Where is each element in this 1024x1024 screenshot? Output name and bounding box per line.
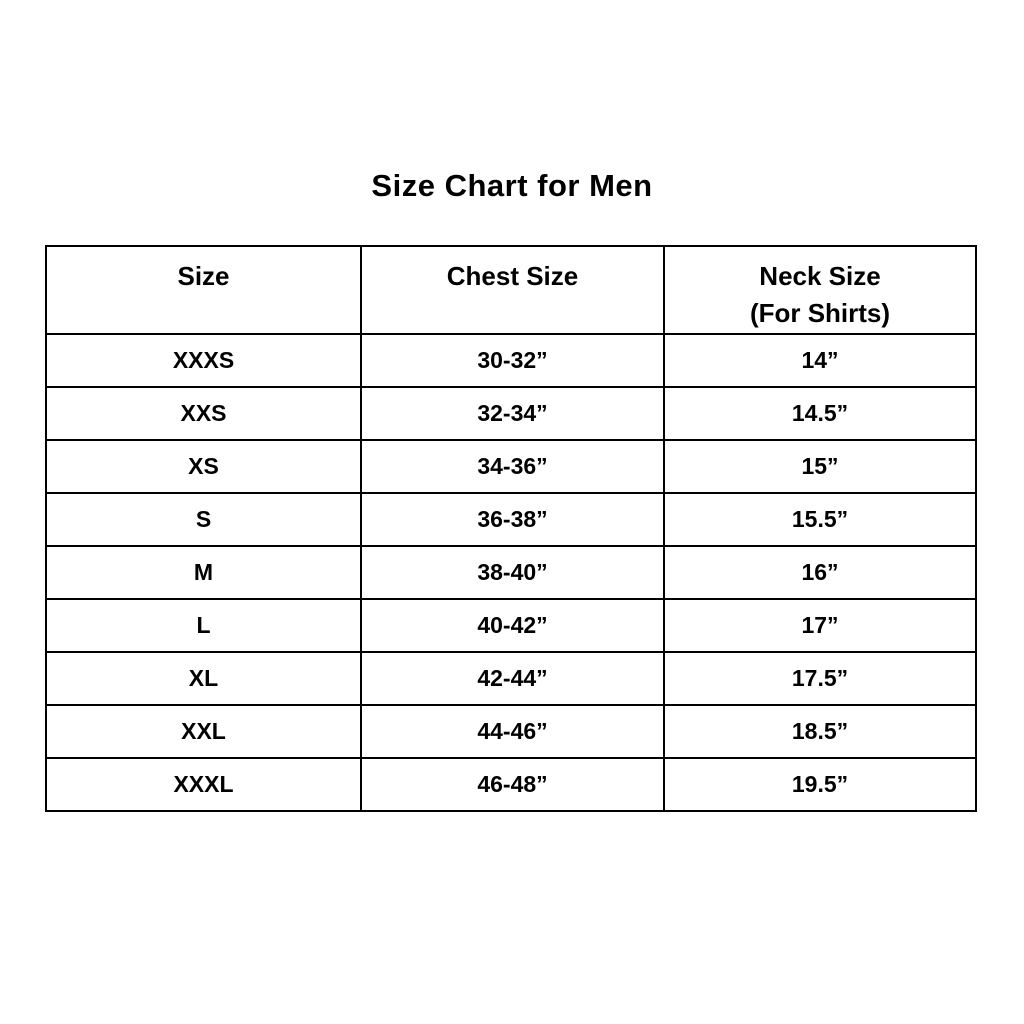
neck-size-cell: 18.5” xyxy=(663,704,977,759)
chest-size-cell: 44-46” xyxy=(360,704,665,759)
neck-size-cell: 17.5” xyxy=(663,651,977,706)
neck-size-cell: 17” xyxy=(663,598,977,653)
page-title: Size Chart for Men xyxy=(371,168,653,203)
size-cell: M xyxy=(45,545,362,600)
column-header-neck-label-line1: Neck Size xyxy=(759,261,881,291)
chest-size-cell: 46-48” xyxy=(360,757,665,812)
size-cell: XXXS xyxy=(45,333,362,388)
column-header-neck-label-line2: (For Shirts) xyxy=(749,298,891,328)
chest-size-cell: 40-42” xyxy=(360,598,665,653)
chest-size-cell: 30-32” xyxy=(360,333,665,388)
size-cell: XXL xyxy=(45,704,362,759)
table-row: XL 42-44” 17.5” xyxy=(45,651,977,706)
chest-size-cell: 32-34” xyxy=(360,386,665,441)
size-cell: S xyxy=(45,492,362,547)
size-chart-table: Size Chest Size Neck Size (For Shirts) X… xyxy=(45,245,977,812)
column-header-neck-size: Neck Size (For Shirts) xyxy=(663,245,977,335)
neck-size-cell: 14” xyxy=(663,333,977,388)
table-row: XXXL 46-48” 19.5” xyxy=(45,757,977,812)
table-row: XXL 44-46” 18.5” xyxy=(45,704,977,759)
size-cell: L xyxy=(45,598,362,653)
table-row: XS 34-36” 15” xyxy=(45,439,977,494)
table-header: Size Chest Size Neck Size (For Shirts) xyxy=(45,245,977,335)
header-row: Size Chest Size Neck Size (For Shirts) xyxy=(45,245,977,335)
neck-size-cell: 15.5” xyxy=(663,492,977,547)
table-row: M 38-40” 16” xyxy=(45,545,977,600)
chest-size-cell: 34-36” xyxy=(360,439,665,494)
size-cell: XXXL xyxy=(45,757,362,812)
table-row: XXXS 30-32” 14” xyxy=(45,333,977,388)
size-cell: XS xyxy=(45,439,362,494)
table-row: S 36-38” 15.5” xyxy=(45,492,977,547)
column-header-size-label: Size xyxy=(177,261,230,291)
neck-size-cell: 16” xyxy=(663,545,977,600)
table-body: XXXS 30-32” 14” XXS 32-34” 14.5” XS 34-3… xyxy=(45,333,977,812)
column-header-chest-size: Chest Size xyxy=(360,245,665,335)
chest-size-cell: 38-40” xyxy=(360,545,665,600)
neck-size-cell: 15” xyxy=(663,439,977,494)
neck-size-cell: 14.5” xyxy=(663,386,977,441)
table-row: XXS 32-34” 14.5” xyxy=(45,386,977,441)
column-header-chest-label: Chest Size xyxy=(446,261,579,291)
neck-size-cell: 19.5” xyxy=(663,757,977,812)
table-row: L 40-42” 17” xyxy=(45,598,977,653)
size-cell: XL xyxy=(45,651,362,706)
column-header-size: Size xyxy=(45,245,362,335)
chest-size-cell: 42-44” xyxy=(360,651,665,706)
chest-size-cell: 36-38” xyxy=(360,492,665,547)
size-cell: XXS xyxy=(45,386,362,441)
